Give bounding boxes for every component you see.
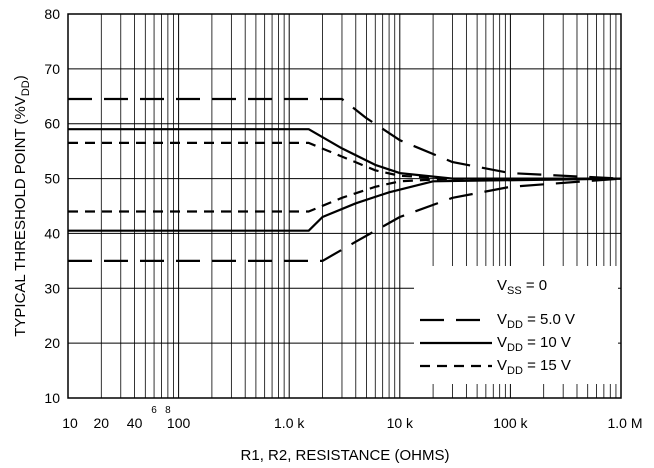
plot-frame bbox=[67, 13, 622, 399]
y-axis-label-end: ) bbox=[12, 75, 29, 80]
y-tick-label: 10 bbox=[44, 390, 60, 406]
legend-header-suffix: = 0 bbox=[522, 277, 547, 294]
x-tick-label: 100 k bbox=[493, 415, 528, 431]
x-axis-label: R1, R2, RESISTANCE (OHMS) bbox=[241, 447, 450, 464]
y-axis-label-sub: DD bbox=[20, 80, 32, 96]
y-axis-label: TYPICAL THRESHOLD POINT (%VDD) bbox=[12, 75, 32, 337]
series-line bbox=[68, 141, 621, 180]
y-tick-label: 80 bbox=[44, 6, 60, 22]
legend-label-prefix: V bbox=[497, 334, 507, 351]
y-tick-label: 50 bbox=[44, 171, 60, 187]
legend-header: VSS = 0 bbox=[497, 277, 547, 297]
legend-label-suffix: = 5.0 V bbox=[523, 311, 575, 328]
x-tick-label: 10 k bbox=[387, 415, 414, 431]
series-line bbox=[68, 177, 621, 213]
legend-header-prefix: V bbox=[497, 277, 507, 294]
y-tick-label: 20 bbox=[44, 335, 60, 351]
x-tick-label: 20 bbox=[94, 415, 110, 431]
y-axis-label-main: TYPICAL THRESHOLD POINT (%V bbox=[12, 96, 29, 337]
x-minor-tick-label: 8 bbox=[165, 405, 171, 416]
y-tick-label: 30 bbox=[44, 280, 60, 296]
legend-header-sub: SS bbox=[507, 285, 522, 297]
x-minor-tick-label: 6 bbox=[151, 405, 157, 416]
legend-label-suffix: = 15 V bbox=[523, 357, 571, 374]
series-line bbox=[68, 97, 622, 180]
tick-labels: 10 20 30 40 50 60 70 80 10 20 40 100 1.0 k 10 k 100 k 1… bbox=[44, 6, 642, 431]
y-tick-label: 70 bbox=[44, 61, 60, 77]
legend-label-sub: DD bbox=[507, 342, 523, 354]
legend-background bbox=[414, 266, 618, 384]
legend-label: VDD = 10 V bbox=[497, 334, 571, 354]
legend-label: VDD = 15 V bbox=[497, 357, 571, 377]
legend-label-prefix: V bbox=[497, 357, 507, 374]
legend-label-suffix: = 10 V bbox=[523, 334, 571, 351]
series-line bbox=[68, 128, 621, 180]
y-tick-label: 40 bbox=[44, 225, 60, 241]
series-line bbox=[68, 177, 622, 262]
y-tick-label: 60 bbox=[44, 116, 60, 132]
legend-label-prefix: V bbox=[497, 311, 507, 328]
series-group bbox=[68, 97, 622, 262]
x-tick-label: 40 bbox=[127, 415, 143, 431]
series-line bbox=[68, 177, 622, 232]
legend-label-sub: DD bbox=[507, 319, 523, 331]
legend-label-sub: DD bbox=[507, 365, 523, 377]
x-tick-label: 1.0 k bbox=[274, 415, 305, 431]
x-tick-label: 10 bbox=[62, 415, 78, 431]
x-tick-label: 100 bbox=[167, 415, 191, 431]
x-tick-label: 1.0 M bbox=[607, 415, 642, 431]
legend-label: VDD = 5.0 V bbox=[497, 311, 575, 331]
